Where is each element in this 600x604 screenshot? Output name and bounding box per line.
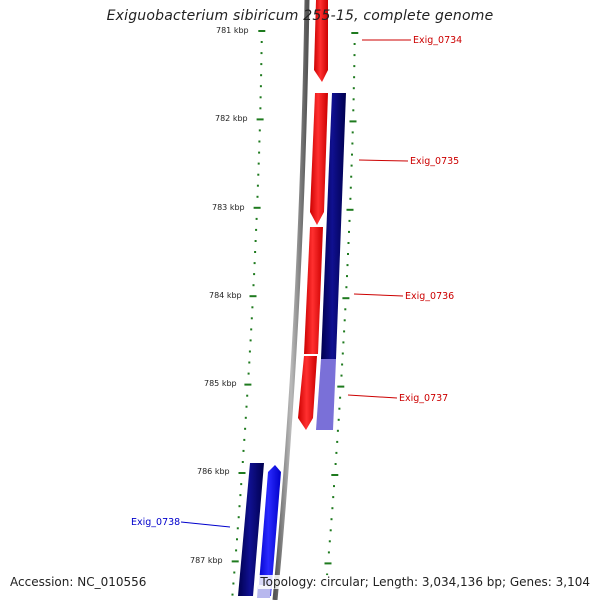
label-line-exig-0737 (347, 394, 398, 399)
reverse-feature-navy-upper[interactable] (321, 93, 346, 359)
label-line-exig-0735 (358, 159, 409, 162)
map-title: Exiguobacterium sibiricum 255-15, comple… (106, 8, 494, 24)
gene-label-exig-0738[interactable]: Exig_0738 (131, 517, 180, 528)
gene-exig-0735[interactable] (310, 93, 328, 225)
gene-features (238, 0, 346, 598)
gene-label-exig-0735[interactable]: Exig_0735 (410, 156, 459, 167)
reverse-feature-light[interactable] (316, 359, 336, 430)
genome-summary-text: Topology: circular; Length: 3,034,136 bp… (258, 575, 590, 589)
tick-label-781: 781 kbp (216, 26, 249, 35)
gene-exig-0737[interactable] (298, 356, 317, 430)
gene-exig-0738[interactable] (258, 465, 281, 596)
gene-labels: Exig_0734 Exig_0735 Exig_0736 Exig_0737 … (131, 35, 462, 528)
tick-label-785: 785 kbp (204, 379, 237, 388)
scale-ruler (231, 30, 266, 596)
gene-label-lines (180, 39, 411, 528)
genome-backbone (272, 0, 310, 601)
gene-label-exig-0736[interactable]: Exig_0736 (405, 291, 454, 302)
gene-exig-0734[interactable] (314, 0, 328, 82)
gene-label-exig-0734[interactable]: Exig_0734 (413, 35, 462, 46)
gene-label-exig-0737[interactable]: Exig_0737 (399, 393, 448, 404)
gene-exig-0736[interactable] (304, 227, 323, 354)
label-line-exig-0738 (180, 521, 231, 528)
accession-text: Accession: NC_010556 (10, 575, 147, 589)
tick-label-782: 782 kbp (215, 114, 248, 123)
tick-label-787: 787 kbp (190, 556, 223, 565)
tick-label-786: 786 kbp (197, 467, 230, 476)
outer-scale-ruler (324, 32, 359, 576)
reverse-feature-navy-lower[interactable] (238, 463, 264, 596)
tick-label-783: 783 kbp (212, 203, 245, 212)
tick-labels: 781 kbp 782 kbp 783 kbp 784 kbp 785 kbp … (190, 26, 249, 565)
label-line-exig-0736 (353, 293, 404, 297)
tick-label-784: 784 kbp (209, 291, 242, 300)
